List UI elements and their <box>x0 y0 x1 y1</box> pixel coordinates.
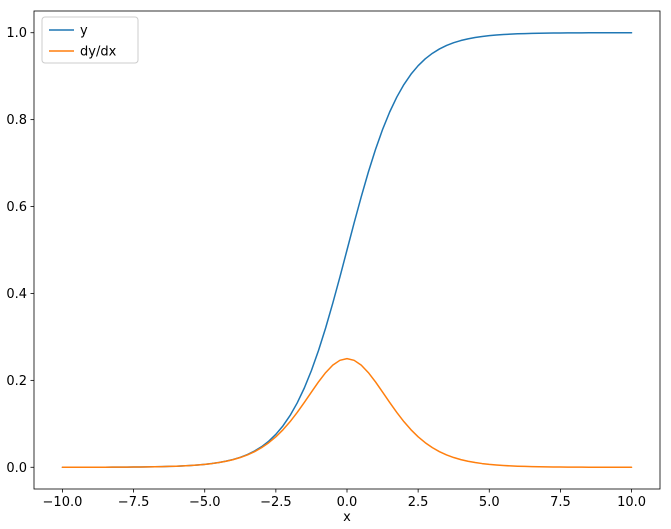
x-tick-label: 10.0 <box>617 495 646 510</box>
x-tick-label: 0.0 <box>337 495 358 510</box>
x-tick-label: −2.5 <box>260 495 292 510</box>
x-tick-label: 2.5 <box>408 495 429 510</box>
y-tick-label: 0.8 <box>6 113 27 128</box>
x-tick-label: 7.5 <box>550 495 571 510</box>
series-line-sigmoid <box>61 32 633 468</box>
y-tick-label: 0.2 <box>6 374 27 389</box>
y-tick-label: 1.0 <box>6 26 27 41</box>
x-tick-label: 5.0 <box>479 495 500 510</box>
x-axis-label: x <box>343 510 351 525</box>
x-tick-label: −7.5 <box>118 495 150 510</box>
y-tick-label: 0.4 <box>6 287 27 302</box>
legend-label-sigmoid: y <box>80 24 88 39</box>
y-tick-label: 0.0 <box>6 461 27 476</box>
series-line-derivative <box>61 357 633 468</box>
legend-label-derivative: dy/dx <box>80 45 117 60</box>
x-tick-label: −5.0 <box>189 495 221 510</box>
y-tick-label: 0.6 <box>6 200 27 215</box>
x-tick-label: −10.0 <box>43 495 83 510</box>
